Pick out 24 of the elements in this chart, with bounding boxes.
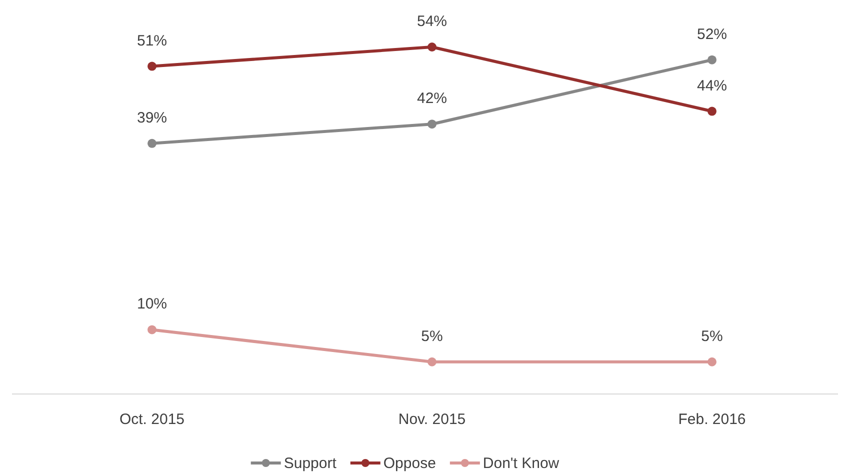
point xyxy=(708,357,716,366)
legend-label: Support xyxy=(284,455,338,472)
data-label: 54% xyxy=(416,13,448,30)
x-tick-label: Oct. 2015 xyxy=(119,411,185,428)
x-tick-label: Nov. 2015 xyxy=(398,411,466,428)
point xyxy=(428,42,436,52)
point xyxy=(708,55,716,64)
data-label: 5% xyxy=(421,328,443,345)
point xyxy=(148,62,156,71)
legend-label: Don't Know xyxy=(482,455,560,472)
data-label: 5% xyxy=(701,328,723,345)
point xyxy=(708,106,716,116)
data-label: 51% xyxy=(136,32,168,50)
data-label: 52% xyxy=(696,26,728,43)
x-tick-label: Feb. 2016 xyxy=(678,411,746,428)
data-label: 10% xyxy=(136,296,168,313)
data-label: 42% xyxy=(416,90,448,108)
point xyxy=(148,138,156,148)
point xyxy=(148,325,156,334)
data-label: 39% xyxy=(136,109,168,126)
point xyxy=(428,357,436,366)
point xyxy=(428,120,436,129)
data-label: 44% xyxy=(696,77,728,94)
legend-label: Oppose xyxy=(383,455,436,472)
